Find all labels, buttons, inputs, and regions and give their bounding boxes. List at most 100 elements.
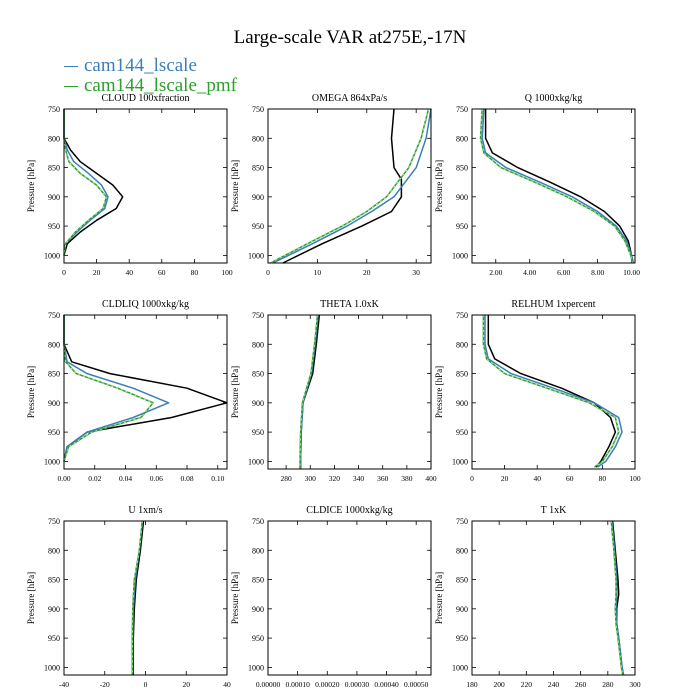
panel-8: T 1xK Pressure [hPa] 750 800 850 900 950 1000 18… xyxy=(434,505,641,689)
y-tick-label: 1000 xyxy=(248,251,264,260)
x-tick-label: 20 xyxy=(93,268,101,277)
x-tick-label: 0 xyxy=(144,680,148,689)
x-tick-label: 180 xyxy=(466,680,478,689)
x-tick-label: 320 xyxy=(329,474,341,483)
plot-frame xyxy=(267,520,432,676)
x-tick-label: 30 xyxy=(412,268,420,277)
x-tick-label: 0.00050 xyxy=(404,680,429,689)
legend-label-cam144-lscale: cam144_lscale xyxy=(84,55,197,76)
y-tick-label: 750 xyxy=(252,517,264,526)
series-line-pmf-dash xyxy=(270,108,429,264)
y-tick-label: 950 xyxy=(252,222,264,231)
x-tick-label: 300 xyxy=(629,680,641,689)
legend-label-cam144-lscale-pmf: cam144_lscale_pmf xyxy=(84,75,238,96)
x-tick-label: 40 xyxy=(533,474,541,483)
x-tick-label: 340 xyxy=(353,474,365,483)
y-tick-label: 1000 xyxy=(452,457,468,466)
series-line-cam144-lscale-pmf xyxy=(63,109,108,256)
panel-title: RELHUM 1xpercent xyxy=(511,299,595,310)
figure-title: Large-scale VAR at275E,-17N xyxy=(233,27,467,48)
series-line-reference xyxy=(484,109,635,264)
y-axis-label: Pressure [hPa] xyxy=(434,160,444,212)
x-tick-label: 0.00010 xyxy=(285,680,310,689)
y-tick-label: 1000 xyxy=(452,251,468,260)
y-tick-label: 800 xyxy=(48,134,60,143)
x-tick-label: 100 xyxy=(221,268,233,277)
series-line-cam144-lscale xyxy=(63,109,109,256)
x-tick-label: 0.10 xyxy=(211,474,224,483)
x-tick-label: 280 xyxy=(602,680,614,689)
x-tick-label: 80 xyxy=(191,268,199,277)
panel-2: Q 1000xkg/kg Pressure [hPa] 750 800 850 900 95… xyxy=(434,93,640,277)
legend-entry-cam144-lscale-pmf: cam144_lscale_pmf xyxy=(64,76,237,96)
y-tick-label: 750 xyxy=(48,517,60,526)
series-line-cam144-lscale xyxy=(484,315,623,468)
y-tick-label: 950 xyxy=(456,634,468,643)
x-tick-label: 0 xyxy=(266,268,270,277)
x-tick-label: 260 xyxy=(575,680,587,689)
y-tick-label: 950 xyxy=(456,428,468,437)
legend-entry-cam144-lscale: cam144_lscale xyxy=(64,56,197,76)
panel-6: U 1xm/s Pressure [hPa] 750 800 850 900 950 1000… xyxy=(26,505,231,689)
series-line-cam144-lscale-pmf xyxy=(299,314,319,469)
panel-7: CLDICE 1000xkg/kg Pressure [hPa] 750 800 850… xyxy=(230,505,432,689)
y-axis-label: Pressure [hPa] xyxy=(26,366,36,418)
series-line-cam144-lscale xyxy=(481,108,635,264)
series-line-cam144-lscale-pmf xyxy=(610,520,624,676)
plot-frame xyxy=(471,108,636,264)
series-line-reference xyxy=(63,109,124,256)
x-tick-label: 0.00030 xyxy=(345,680,370,689)
x-tick-label: 8.00 xyxy=(591,268,604,277)
x-tick-label: 0.06 xyxy=(150,474,163,483)
series-line-cam144-lscale xyxy=(63,315,170,462)
y-axis-label: Pressure [hPa] xyxy=(26,572,36,624)
x-tick-label: 20 xyxy=(501,474,509,483)
x-tick-label: 0.02 xyxy=(88,474,101,483)
series-line-cam144-lscale-pmf xyxy=(479,108,634,264)
x-tick-label: 20 xyxy=(183,680,191,689)
y-tick-label: 750 xyxy=(48,311,60,320)
panel-title: CLOUD 100xfraction xyxy=(101,93,189,104)
plot-frame xyxy=(471,314,636,470)
y-tick-label: 1000 xyxy=(44,663,60,672)
x-tick-label: 200 xyxy=(494,680,506,689)
y-axis-label: Pressure [hPa] xyxy=(230,572,240,624)
series-line-pmf-dash xyxy=(483,315,620,468)
x-tick-label: -40 xyxy=(59,680,69,689)
y-tick-label: 800 xyxy=(252,340,264,349)
y-tick-label: 750 xyxy=(252,105,264,114)
y-axis-label: Pressure [hPa] xyxy=(26,160,36,212)
y-tick-label: 1000 xyxy=(248,663,264,672)
series-line-reference xyxy=(282,108,403,264)
y-tick-label: 900 xyxy=(252,399,264,408)
plot-frame xyxy=(63,108,228,264)
x-tick-label: 60 xyxy=(566,474,574,483)
x-tick-label: 100 xyxy=(629,474,641,483)
y-tick-label: 900 xyxy=(48,399,60,408)
x-tick-label: 0.00020 xyxy=(315,680,340,689)
y-tick-label: 800 xyxy=(456,546,468,555)
y-tick-label: 950 xyxy=(48,634,60,643)
x-tick-label: -20 xyxy=(100,680,110,689)
y-tick-label: 800 xyxy=(48,340,60,349)
series-line-cam144-lscale-pmf xyxy=(482,315,620,468)
x-tick-label: 0.08 xyxy=(180,474,193,483)
y-tick-label: 1000 xyxy=(452,663,468,672)
panel-4: THETA 1.0xK Pressure [hPa] 750 800 850 900 950… xyxy=(230,299,437,483)
panel-3: CLDLIQ 1000xkg/kg Pressure [hPa] 750 800 850… xyxy=(26,299,228,483)
y-tick-label: 850 xyxy=(456,576,468,585)
x-tick-label: 0 xyxy=(62,268,66,277)
plot-frame xyxy=(471,520,636,676)
series-line-pmf-dash xyxy=(63,315,154,462)
x-tick-label: 0.00000 xyxy=(256,680,281,689)
x-tick-label: 0.04 xyxy=(119,474,132,483)
y-tick-label: 950 xyxy=(48,222,60,231)
plot-frame xyxy=(267,108,432,264)
legend-swatch-cam144-lscale xyxy=(64,66,78,68)
y-tick-label: 750 xyxy=(456,517,468,526)
x-tick-label: 10.00 xyxy=(623,268,640,277)
x-tick-label: 40 xyxy=(223,680,231,689)
